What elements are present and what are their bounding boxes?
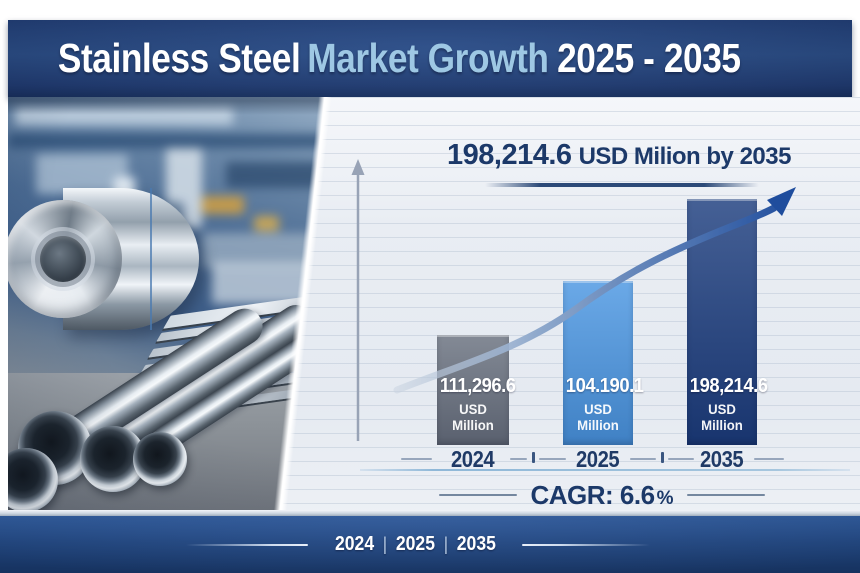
axis-dash [630,458,656,460]
bar-2025: 104.190.1 USD Million [563,281,644,445]
headline-suffix: USD Milion by 2035 [578,143,792,170]
footer-line-left [185,543,308,546]
axis-tick [661,452,664,463]
axis-dash [539,458,566,460]
x-label-2025-text: 2025 [576,446,620,472]
bar-2035: 198,214.6 USD Million [687,199,768,445]
bar-2025-value: 104.190.1 [565,375,644,397]
headline-value: 198,214.6 [447,139,572,171]
axis-dash [668,458,694,460]
bar-2035-label: 198,214.6 USD Million [687,375,768,433]
footer-years-row: 2024 | 2025 | 2035 [185,533,651,556]
pipe-opening [8,448,58,512]
x-label-2025: 2025 [553,446,643,473]
cagr-percent-sign: % [656,487,674,509]
panel-divider-rule [360,469,850,471]
x-label-2024-text: 2024 [451,446,495,472]
axis-dash [754,458,784,460]
steel-coil-hole [40,236,86,282]
bar-2024-label: 111,296.6 USD Million [437,375,516,433]
footer-year-2024: 2024 [334,533,374,555]
bar-2035-value: 198,214.6 [689,375,768,397]
axis-dash [401,458,432,460]
footer-years: 2024 | 2025 | 2035 [335,533,496,556]
bar-2024-value: 111,296.6 [439,375,516,397]
footer-separator: | [382,534,387,554]
headline-underline [485,183,759,187]
title-part-market-growth: Market Growth [307,35,549,81]
bar-2024-unit: USD Million [452,401,494,433]
x-label-2024: 2024 [428,446,518,473]
cagr-label: CAGR: 6.6 [530,479,656,510]
cagr-row: CAGR: 6.6% [352,478,852,512]
axis-tick [532,452,535,463]
title-part-steel: Stainless Steel [57,35,301,81]
coil-strap-line [150,188,153,330]
cagr-dash-left [438,494,517,496]
bar-2024: 111,296.6 USD Million [437,335,516,445]
x-label-2035: 2035 [677,446,767,473]
title-banner: Stainless Steel Market Growth 2025 - 2035 [8,20,852,97]
cagr-dash-right [687,494,766,496]
headline: 198,214.6 USD Milion by 2035 [378,139,860,172]
axis-dash [510,458,527,460]
bar-2025-unit: USD Million [577,401,619,433]
footer-separator: | [443,534,448,554]
title-part-years: 2025 - 2035 [557,35,741,81]
cagr-text-group: CAGR: 6.6% [531,480,674,511]
footer-banner: 2024 | 2025 | 2035 [0,516,860,573]
steel-products-photo [8,97,360,515]
bar-2035-unit: USD Million [701,401,743,433]
page-title: Stainless Steel Market Growth 2025 - 2035 [8,35,741,82]
pipe-opening [133,432,187,486]
x-label-2035-text: 2035 [700,446,744,472]
footer-year-2025: 2025 [395,533,435,555]
footer-line-right [522,543,651,546]
bar-2025-label: 104.190.1 USD Million [563,375,644,433]
main-content: 198,214.6 USD Milion by 2035 111,296.6 US… [8,97,860,515]
footer-year-2035: 2035 [456,533,496,555]
footer-silver-edge [0,510,860,516]
